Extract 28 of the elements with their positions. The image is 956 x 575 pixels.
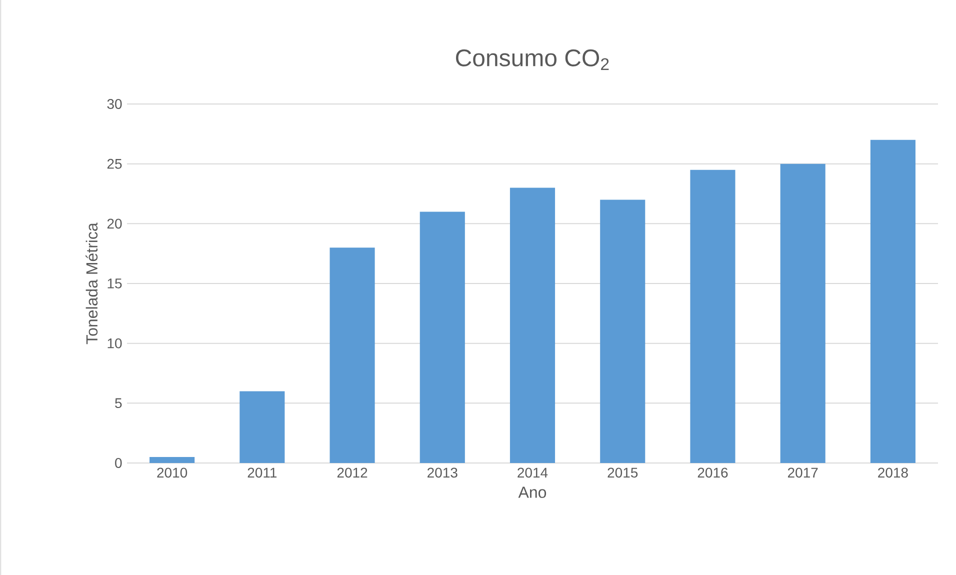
y-tick-label: 30	[107, 99, 122, 109]
bar	[150, 457, 195, 463]
y-tick-label: 0	[115, 458, 122, 468]
bar	[780, 164, 826, 463]
x-tick-label: 2017	[788, 468, 818, 478]
bar	[600, 200, 646, 463]
x-tick-label: 2013	[428, 468, 458, 478]
chart-title: Consumo CO$_{2}$	[456, 49, 609, 70]
y-tick-label: 20	[107, 218, 122, 229]
y-tick-label: 25	[107, 158, 122, 169]
bar	[420, 212, 465, 463]
bar	[510, 188, 556, 463]
x-tick-label: 2012	[337, 468, 368, 478]
x-tick-label: 2010	[157, 468, 188, 478]
y-axis-title: Tonelada Métrica	[86, 222, 98, 344]
y-tick-label: 10	[108, 338, 122, 348]
x-tick-label: 2016	[698, 468, 728, 478]
x-tick-label: 2011	[248, 468, 277, 478]
y-tick-label: 5	[115, 398, 122, 408]
x-tick-label: 2015	[608, 468, 638, 478]
bar	[870, 140, 916, 463]
x-axis-title: Ano	[518, 486, 546, 498]
bar	[690, 170, 736, 463]
x-tick-label: 2018	[878, 468, 908, 478]
y-tick-label: 15	[108, 278, 122, 288]
x-tick-label: 2014	[518, 468, 548, 478]
bar	[330, 248, 375, 463]
bar	[240, 391, 285, 463]
